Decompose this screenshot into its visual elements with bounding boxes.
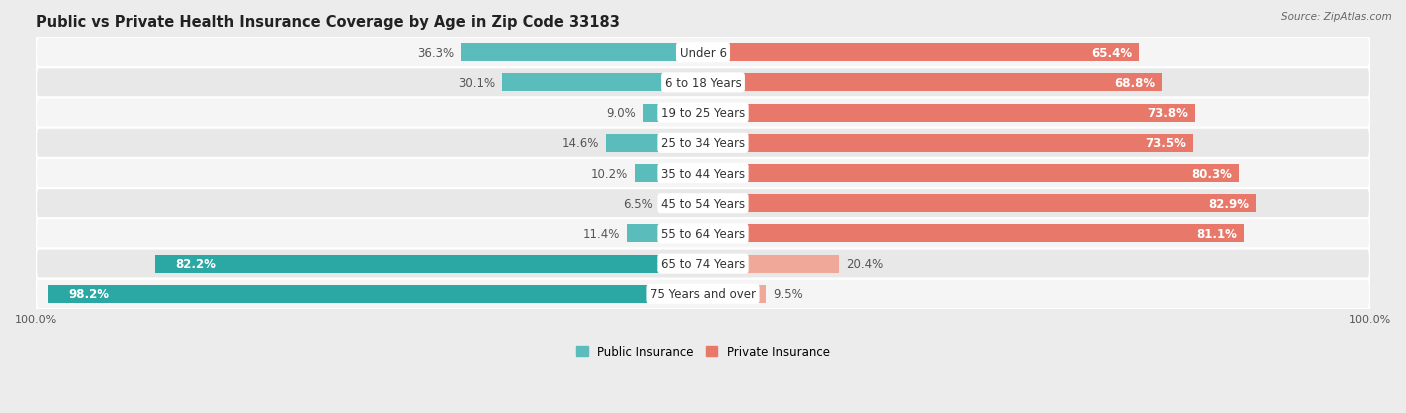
Text: 82.2%: 82.2% (174, 257, 215, 271)
FancyBboxPatch shape (37, 98, 1369, 128)
Bar (461, 44, 703, 62)
Text: 68.8%: 68.8% (1114, 77, 1156, 90)
Text: 73.5%: 73.5% (1146, 137, 1187, 150)
Bar (703, 135, 1194, 152)
Text: 9.5%: 9.5% (773, 287, 803, 301)
Bar (502, 74, 703, 92)
Bar (703, 164, 1239, 183)
Bar (703, 195, 1256, 213)
Text: 9.0%: 9.0% (606, 107, 637, 120)
Text: 36.3%: 36.3% (418, 47, 454, 59)
FancyBboxPatch shape (37, 128, 1369, 159)
Text: 19 to 25 Years: 19 to 25 Years (661, 107, 745, 120)
Text: 73.8%: 73.8% (1147, 107, 1188, 120)
Text: Source: ZipAtlas.com: Source: ZipAtlas.com (1281, 12, 1392, 22)
Text: 14.6%: 14.6% (561, 137, 599, 150)
FancyBboxPatch shape (37, 68, 1369, 98)
Bar (606, 135, 703, 152)
Text: 30.1%: 30.1% (458, 77, 495, 90)
Text: 82.9%: 82.9% (1208, 197, 1249, 210)
Bar (48, 285, 703, 303)
FancyBboxPatch shape (37, 249, 1369, 279)
Text: 11.4%: 11.4% (583, 228, 620, 240)
Text: 65.4%: 65.4% (1091, 47, 1132, 59)
Bar (627, 225, 703, 243)
Text: 10.2%: 10.2% (591, 167, 628, 180)
Bar (703, 285, 766, 303)
Text: 75 Years and over: 75 Years and over (650, 287, 756, 301)
Bar (703, 104, 1195, 122)
Bar (659, 195, 703, 213)
Text: 55 to 64 Years: 55 to 64 Years (661, 228, 745, 240)
Bar (703, 255, 839, 273)
Bar (643, 104, 703, 122)
FancyBboxPatch shape (37, 159, 1369, 189)
FancyBboxPatch shape (37, 279, 1369, 309)
Text: 98.2%: 98.2% (67, 287, 110, 301)
Text: 45 to 54 Years: 45 to 54 Years (661, 197, 745, 210)
Text: 25 to 34 Years: 25 to 34 Years (661, 137, 745, 150)
Text: 6 to 18 Years: 6 to 18 Years (665, 77, 741, 90)
Bar (636, 164, 703, 183)
Text: 20.4%: 20.4% (846, 257, 883, 271)
Text: 80.3%: 80.3% (1191, 167, 1232, 180)
Text: 35 to 44 Years: 35 to 44 Years (661, 167, 745, 180)
Bar (703, 74, 1161, 92)
Text: Public vs Private Health Insurance Coverage by Age in Zip Code 33183: Public vs Private Health Insurance Cover… (37, 15, 620, 30)
FancyBboxPatch shape (37, 219, 1369, 249)
Bar (155, 255, 703, 273)
FancyBboxPatch shape (37, 38, 1369, 68)
Bar (703, 225, 1244, 243)
Text: 81.1%: 81.1% (1197, 228, 1237, 240)
FancyBboxPatch shape (37, 189, 1369, 219)
Text: Under 6: Under 6 (679, 47, 727, 59)
Legend: Public Insurance, Private Insurance: Public Insurance, Private Insurance (571, 341, 835, 363)
Text: 6.5%: 6.5% (623, 197, 652, 210)
Bar (703, 44, 1139, 62)
Text: 65 to 74 Years: 65 to 74 Years (661, 257, 745, 271)
